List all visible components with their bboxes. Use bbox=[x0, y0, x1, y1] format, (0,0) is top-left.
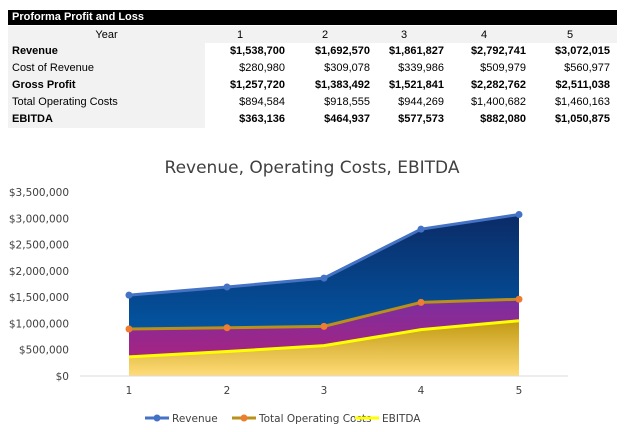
data-point bbox=[417, 298, 425, 306]
y-tick-label: $2,500,000 bbox=[9, 240, 69, 252]
data-point bbox=[223, 283, 231, 291]
table-row: EBITDA $363,136 $464,937 $577,573 $882,080 $1… bbox=[8, 111, 617, 128]
table-cell: $1,521,841 bbox=[388, 79, 444, 91]
year-header: 1 bbox=[236, 29, 244, 41]
table-cell: $882,080 bbox=[480, 113, 526, 125]
x-tick-label: 2 bbox=[224, 385, 231, 397]
year-header: 3 bbox=[400, 29, 408, 41]
table-cell: $3,072,015 bbox=[554, 45, 610, 57]
row-label: Cost of Revenue bbox=[12, 62, 94, 74]
table-row: Cost of Revenue $280,980 $309,078 $339,986 $… bbox=[8, 60, 617, 77]
area-ebitda bbox=[129, 320, 519, 376]
data-point bbox=[320, 322, 328, 330]
legend-label: Revenue bbox=[172, 413, 218, 425]
data-point bbox=[320, 274, 328, 282]
year-header: 4 bbox=[480, 29, 488, 41]
table-row: Revenue $1,538,700 $1,692,570 $1,861,827 $2,… bbox=[8, 43, 617, 60]
legend-label: EBITDA bbox=[382, 413, 421, 425]
table-cell: $1,257,720 bbox=[229, 79, 285, 91]
x-tick-label: 4 bbox=[418, 385, 425, 397]
table-cell: $1,383,492 bbox=[314, 79, 370, 91]
table-cell: $1,460,163 bbox=[554, 96, 610, 108]
y-tick-label: $1,500,000 bbox=[9, 292, 69, 304]
table-cell: $577,573 bbox=[398, 113, 444, 125]
table-cell: $1,400,682 bbox=[470, 96, 526, 108]
data-point bbox=[417, 225, 425, 233]
table-cell: $464,937 bbox=[324, 113, 370, 125]
table-cell: $894,584 bbox=[239, 96, 285, 108]
year-header: 2 bbox=[321, 29, 329, 41]
legend-label: Total Operating Costs bbox=[258, 413, 372, 425]
table-title: Proforma Profit and Loss bbox=[8, 10, 617, 25]
y-tick-label: $0 bbox=[56, 371, 69, 383]
row-label: EBITDA bbox=[12, 113, 53, 125]
data-point bbox=[125, 325, 133, 333]
table-cell: $363,136 bbox=[239, 113, 285, 125]
table-cell: $2,282,762 bbox=[470, 79, 526, 91]
table-row: Total Operating Costs $894,584 $918,555 $94… bbox=[8, 94, 617, 111]
y-tick-label: $2,000,000 bbox=[9, 266, 69, 278]
table-cell: $2,511,038 bbox=[555, 79, 610, 91]
legend-marker bbox=[153, 414, 161, 422]
year-label: Year bbox=[95, 29, 118, 41]
row-label: Total Operating Costs bbox=[12, 96, 118, 108]
year-header: 5 bbox=[566, 29, 574, 41]
table-cell: $1,692,570 bbox=[314, 45, 370, 57]
row-label: Revenue bbox=[12, 45, 58, 57]
data-point bbox=[125, 291, 133, 299]
x-tick-label: 1 bbox=[126, 385, 133, 397]
y-tick-label: $3,500,000 bbox=[9, 187, 69, 199]
table-cell: $309,078 bbox=[324, 62, 370, 74]
chart-title: Revenue, Operating Costs, EBITDA bbox=[165, 158, 460, 178]
table-cell: $2,792,741 bbox=[470, 45, 526, 57]
table-cell: $509,979 bbox=[480, 62, 526, 74]
table-cell: $1,050,875 bbox=[554, 113, 610, 125]
area-chart: Revenue, Operating Costs, EBITDA $0 $500,0… bbox=[9, 158, 568, 425]
table-cell: $560,977 bbox=[564, 62, 610, 74]
x-tick-label: 3 bbox=[321, 385, 328, 397]
data-point bbox=[223, 324, 231, 332]
data-point bbox=[515, 210, 523, 218]
row-label: Gross Profit bbox=[12, 79, 76, 91]
table-cell: $944,269 bbox=[398, 96, 444, 108]
legend-marker bbox=[240, 414, 248, 422]
data-point bbox=[515, 295, 523, 303]
y-tick-label: $3,000,000 bbox=[9, 213, 69, 225]
table-row: Gross Profit $1,257,720 $1,383,492 $1,521,8… bbox=[8, 77, 617, 94]
table-cell: $280,980 bbox=[239, 62, 285, 74]
line-ebitda bbox=[128, 319, 520, 359]
table-cell: $918,555 bbox=[324, 96, 370, 108]
x-tick-label: 5 bbox=[516, 385, 523, 397]
y-tick-label: $500,000 bbox=[19, 345, 69, 357]
table-cell: $1,861,827 bbox=[388, 45, 444, 57]
year-row: Year 1 2 3 4 5 bbox=[8, 27, 617, 44]
table-cell: $339,986 bbox=[398, 62, 444, 74]
table-cell: $1,538,700 bbox=[229, 45, 285, 57]
y-tick-label: $1,000,000 bbox=[9, 318, 69, 330]
label-column-background bbox=[8, 26, 205, 128]
